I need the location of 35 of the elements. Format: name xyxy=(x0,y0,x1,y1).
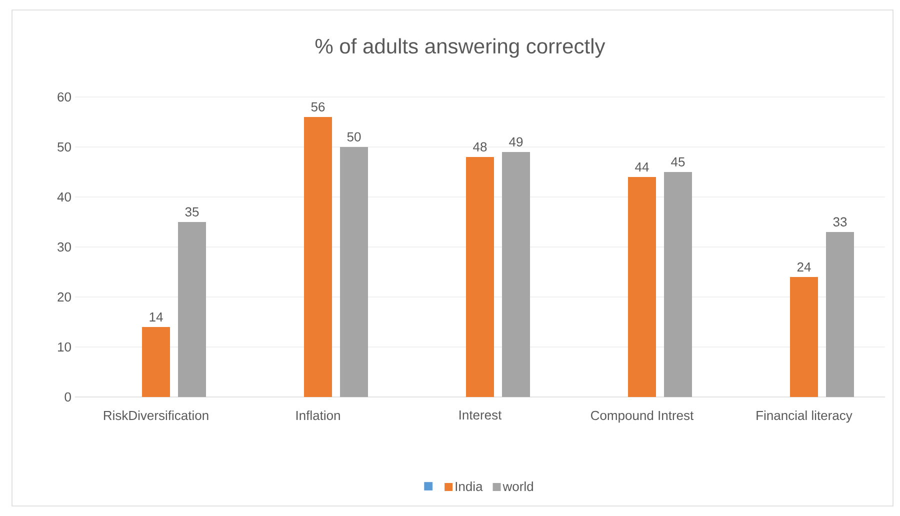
data-label: 49 xyxy=(509,137,523,146)
x-tick-label: RiskDiversification xyxy=(104,410,208,420)
bar xyxy=(628,176,656,397)
bar xyxy=(142,326,170,397)
y-tick-label: 40 xyxy=(57,192,71,202)
x-tick-label: Compound Intrest xyxy=(590,410,694,423)
y-tick-label: 10 xyxy=(58,342,71,352)
legend-label: world xyxy=(502,482,533,492)
y-tick-label: 20 xyxy=(58,292,71,302)
y-tick-label: 30 xyxy=(58,242,71,252)
bar xyxy=(664,172,692,397)
data-label: 24 xyxy=(797,262,811,272)
y-tick-label: 50 xyxy=(58,142,71,152)
bar xyxy=(304,116,332,397)
x-tick-label: Financial literacy xyxy=(756,410,852,423)
bar xyxy=(826,232,854,397)
data-label: 44 xyxy=(635,162,649,172)
x-tick-label: Inflation xyxy=(296,410,340,420)
data-label: 50 xyxy=(347,132,361,142)
chart-title: % of adults answering correctly xyxy=(315,38,606,58)
data-label: 14 xyxy=(150,312,163,322)
data-label: 33 xyxy=(833,217,847,226)
bar xyxy=(466,156,494,397)
legend-label: India xyxy=(456,482,483,492)
data-label: 35 xyxy=(185,207,199,216)
bar xyxy=(178,222,206,397)
x-tick-label: Interest xyxy=(460,410,502,420)
bar xyxy=(340,146,368,397)
data-label: 48 xyxy=(473,142,487,152)
bar xyxy=(502,152,530,397)
y-tick-label: 60 xyxy=(58,92,71,102)
data-label: 56 xyxy=(311,102,325,112)
data-label: 45 xyxy=(671,157,685,166)
bar xyxy=(790,276,818,397)
y-tick-label: 0 xyxy=(64,392,71,402)
